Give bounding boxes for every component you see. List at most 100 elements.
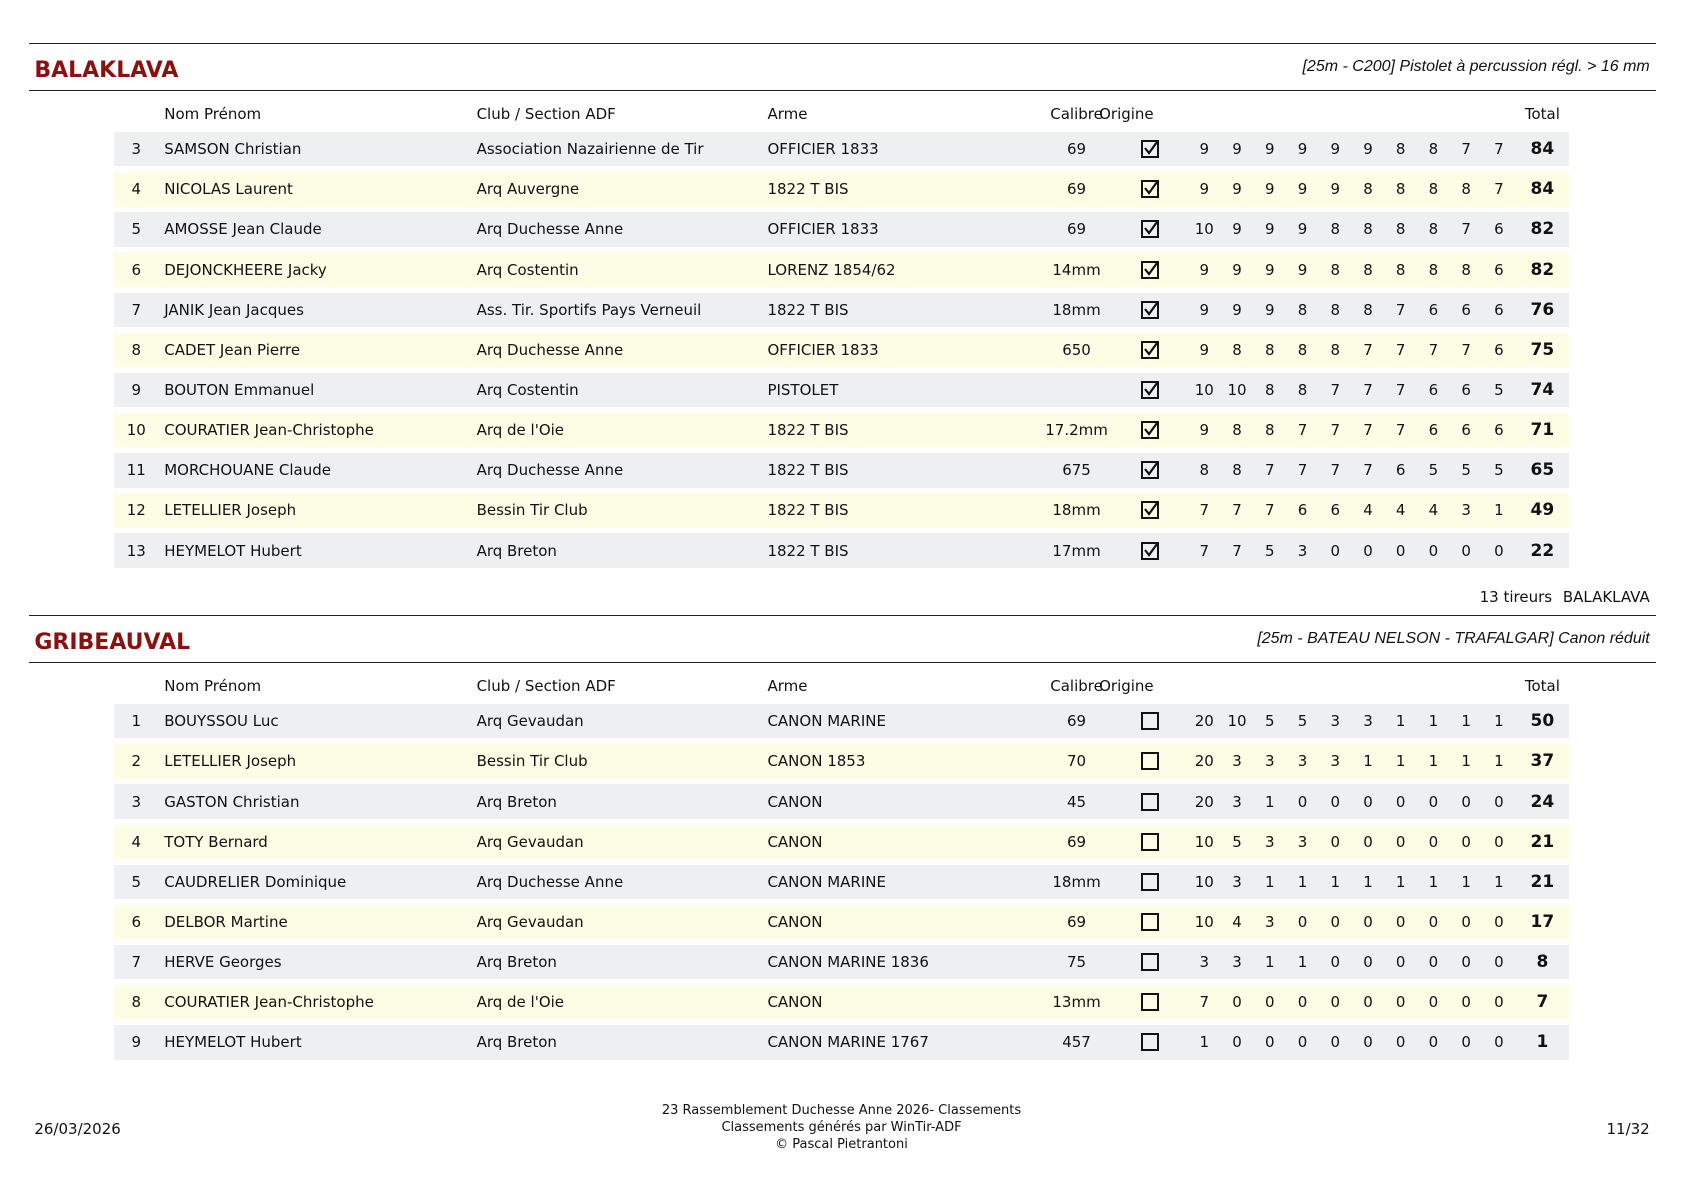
score: 1 (1395, 872, 1406, 891)
score: 0 (1363, 1033, 1373, 1052)
score: 10 (1194, 381, 1214, 400)
club: Bessin Tir Club (476, 752, 588, 771)
column-header: Origine (1099, 676, 1154, 695)
score: 6 (1461, 421, 1471, 440)
column-header: Arme (767, 104, 808, 123)
score: 3 (1297, 832, 1308, 851)
name: BOUYSSOU Luc (164, 712, 279, 731)
score: 8 (1232, 421, 1242, 440)
checkbox-checked (1140, 300, 1159, 319)
score: 8 (1363, 300, 1373, 319)
checkbox (1140, 953, 1159, 972)
score: 8 (1461, 180, 1471, 199)
row-background (113, 493, 1570, 528)
score: 1 (1461, 872, 1471, 891)
score: 10 (1227, 381, 1247, 400)
score: 0 (1461, 993, 1471, 1012)
score: 0 (1494, 832, 1504, 851)
summary-count: 13 tireurs (1479, 587, 1553, 606)
checkbox (1140, 752, 1159, 771)
score: 1 (1428, 752, 1439, 771)
score: 6 (1428, 381, 1439, 400)
score: 0 (1428, 913, 1439, 931)
score: 9 (1264, 180, 1275, 199)
row-background (113, 904, 1570, 940)
section-subtitle: [25m - BATEAU NELSON - TRAFALGAR] Canon … (1257, 629, 1650, 647)
score: 0 (1395, 792, 1406, 811)
caliber: 18mm (1052, 501, 1101, 520)
score: 8 (1264, 340, 1275, 359)
rank: 12 (126, 501, 146, 520)
score: 7 (1232, 541, 1242, 560)
name: COURATIER Jean-Christophe (164, 421, 374, 440)
total: 7 (1536, 992, 1549, 1013)
name: HERVE Georges (164, 953, 282, 972)
club: Arq Breton (476, 1033, 557, 1052)
score: 0 (1461, 953, 1471, 972)
row-background (113, 372, 1570, 408)
row-background (113, 704, 1570, 739)
row-background (113, 1025, 1570, 1060)
score: 0 (1363, 953, 1373, 972)
section-title: BALAKLAVA (34, 57, 179, 83)
row-background (113, 864, 1570, 900)
score: 7 (1264, 461, 1275, 480)
score: 1 (1395, 712, 1406, 731)
rank: 7 (131, 300, 142, 319)
caliber: 69 (1067, 913, 1087, 931)
score: 3 (1461, 501, 1471, 520)
score: 6 (1494, 340, 1504, 359)
name: CADET Jean Pierre (164, 340, 301, 359)
score: 0 (1330, 993, 1340, 1012)
weapon: OFFICIER 1833 (767, 340, 879, 359)
score: 9 (1232, 300, 1242, 319)
score: 0 (1363, 792, 1373, 811)
score: 8 (1428, 260, 1439, 279)
score: 7 (1363, 421, 1373, 440)
score: 0 (1363, 913, 1373, 931)
score: 9 (1232, 260, 1242, 279)
score: 8 (1330, 220, 1340, 239)
score: 9 (1264, 260, 1275, 279)
score: 0 (1363, 832, 1373, 851)
score: 4 (1395, 501, 1406, 520)
score: 6 (1494, 421, 1504, 440)
score: 8 (1395, 140, 1406, 159)
rank: 8 (131, 993, 142, 1012)
score: 0 (1297, 993, 1308, 1012)
score: 6 (1494, 300, 1504, 319)
checkbox-checked (1140, 541, 1159, 560)
score: 7 (1264, 501, 1275, 520)
section-rule (28, 42, 1657, 44)
score: 0 (1395, 541, 1406, 560)
row-background (113, 292, 1570, 327)
club: Arq Duchesse Anne (476, 340, 624, 359)
score: 8 (1199, 461, 1210, 480)
score: 8 (1395, 180, 1406, 199)
name: SAMSON Christian (164, 140, 302, 159)
score: 7 (1330, 381, 1340, 400)
checkbox (1140, 913, 1159, 931)
rank: 11 (126, 461, 146, 480)
club: Association Nazairienne de Tir (476, 140, 704, 159)
section-subtitle: [25m - C200] Pistolet à percussion régl.… (1302, 57, 1650, 75)
caliber: 75 (1067, 953, 1087, 972)
score: 0 (1494, 913, 1504, 931)
club: Arq Duchesse Anne (476, 872, 624, 891)
score: 0 (1494, 993, 1504, 1012)
score: 0 (1461, 1033, 1471, 1052)
name: AMOSSE Jean Claude (164, 220, 322, 239)
weapon: CANON MARINE (767, 872, 886, 891)
score: 3 (1232, 953, 1242, 972)
score: 9 (1199, 180, 1210, 199)
score: 8 (1264, 381, 1275, 400)
caliber: 457 (1062, 1033, 1091, 1052)
caliber: 650 (1062, 340, 1091, 359)
score: 7 (1395, 340, 1406, 359)
score: 10 (1194, 872, 1214, 891)
row-background (113, 784, 1570, 819)
name: LETELLIER Joseph (164, 501, 297, 520)
score: 7 (1395, 381, 1406, 400)
club: Arq Gevaudan (476, 913, 584, 931)
score: 5 (1264, 541, 1275, 560)
